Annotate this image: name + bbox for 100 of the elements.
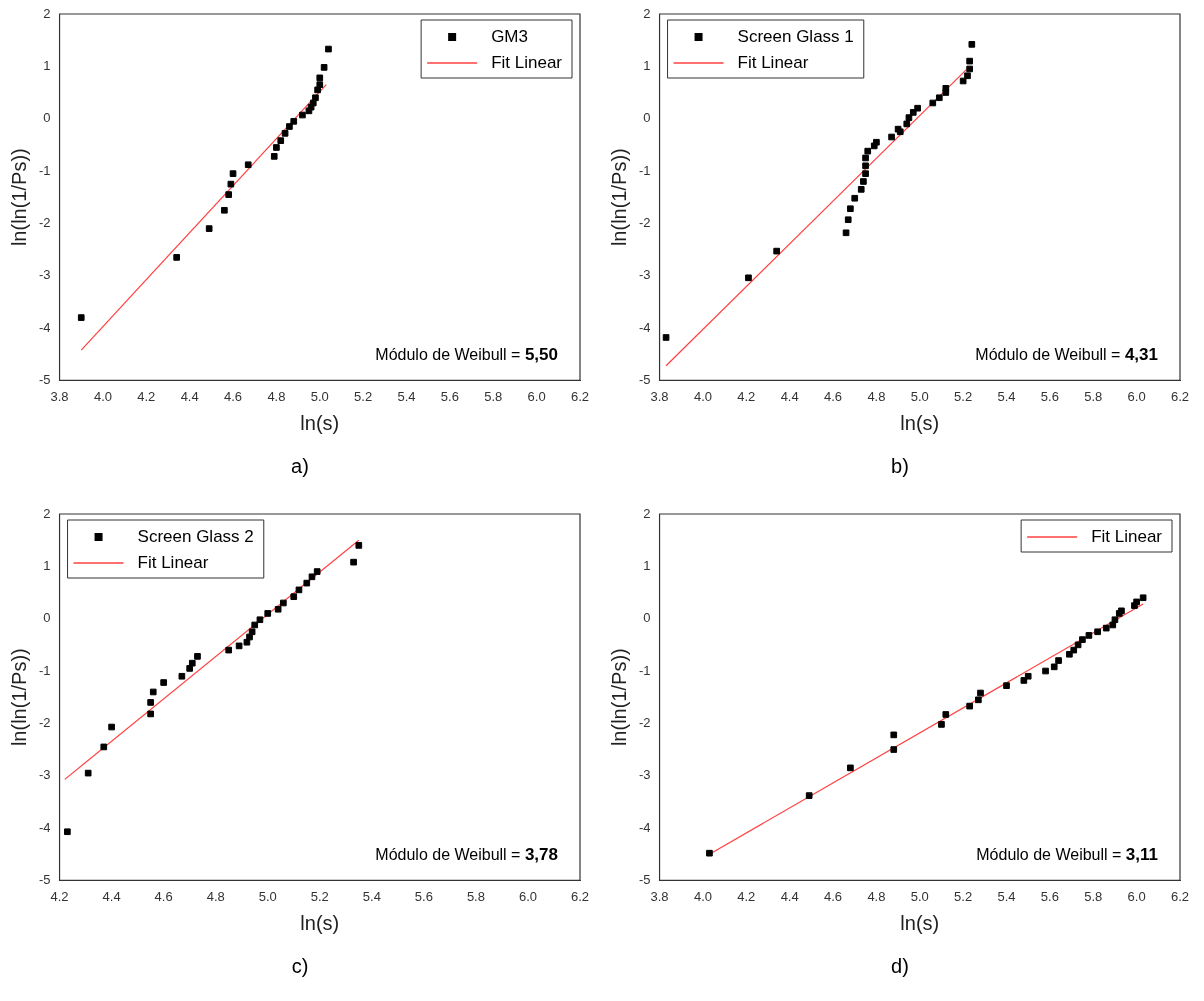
point [274,605,282,613]
text: b) [890,455,910,478]
x-tick-label: 4.8 [867,388,886,404]
annotation: Módulo de Weibull = 4,31 [975,345,1159,365]
legend-label: Fit Linear [737,52,809,72]
legend-label: Fit Linear [137,552,209,572]
y-tick-label: -2 [39,714,51,730]
point [160,679,167,686]
annotation: Módulo de Weibull = 5,50 [375,345,559,365]
y-axis-title: ln(ln(1/Ps)) [607,148,630,247]
point [1085,632,1093,639]
x-tick-label: 4.6 [824,888,843,904]
point [1102,624,1110,632]
point [864,147,872,155]
point [862,162,869,170]
point [178,672,186,680]
x-tick-label: 5.2 [954,388,973,404]
point [966,65,973,73]
point [964,72,971,80]
y-tick-label: 2 [643,5,651,21]
y-tick-label: 1 [643,57,651,73]
point [929,99,937,107]
point [662,334,670,341]
x-axis-title: ln(s) [300,411,340,434]
point [851,194,859,202]
x-axis-title: ln(s) [900,411,940,434]
y-tick-label: -4 [639,319,651,335]
point [316,74,324,82]
x-tick-label: 5.2 [354,388,373,404]
point [320,64,328,71]
y-tick-label: -2 [639,214,651,230]
point [847,764,854,772]
point [256,616,264,624]
y-tick-label: 2 [643,505,651,521]
point [959,77,967,85]
point [968,41,976,48]
x-tick-label: 4.0 [693,888,712,904]
y-tick-label: -5 [639,871,651,887]
point [975,696,982,704]
point [1111,616,1119,624]
x-axis-title: ln(s) [300,911,340,934]
x-tick-label: 4.4 [780,388,799,404]
text: c) [290,955,310,978]
x-tick-label: 5.6 [440,388,459,404]
y-tick-label: -1 [39,662,51,678]
point [1024,672,1032,680]
point [844,216,852,224]
x-tick-label: 4.4 [780,888,799,904]
point [248,628,256,636]
x-tick-label: 4.0 [693,388,712,404]
x-tick-label: 4.6 [154,888,173,904]
x-tick-label: 6.0 [518,888,537,904]
y-axis-title: ln(ln(1/Ps)) [7,148,30,247]
y-tick-label: -5 [639,371,651,387]
x-tick-label: 4.2 [137,388,156,404]
y-tick-label: 2 [43,505,51,521]
point [862,170,869,177]
y-tick-label: -1 [639,662,651,678]
point [847,205,854,213]
x-tick-label: 5.0 [910,388,929,404]
point [325,45,332,53]
point [890,746,898,753]
y-tick-label: -4 [39,819,51,835]
x-tick-label: 4.6 [824,388,843,404]
y-tick-label: 0 [43,610,51,626]
point [842,229,850,237]
x-tick-label: 4.2 [737,388,756,404]
legend-label: Screen Glass 1 [737,26,854,46]
y-tick-label: 0 [643,110,651,126]
x-tick-label: 6.0 [1127,388,1146,404]
point [108,723,115,731]
point [745,274,752,282]
point [273,144,280,151]
legend-label: Screen Glass 2 [137,526,254,546]
point [312,94,319,102]
x-tick-label: 5.8 [484,388,503,404]
point [295,586,303,594]
point [235,642,243,650]
point [938,721,945,728]
x-tick-label: 3.8 [650,388,669,404]
point [313,568,321,575]
x-tick-label: 5.2 [310,888,329,904]
x-tick-label: 6.2 [570,388,590,404]
x-tick-label: 5.8 [466,888,485,904]
point [914,104,921,112]
x-tick-label: 4.4 [102,888,121,904]
point [264,610,272,617]
point [773,247,780,255]
annotation: Módulo de Weibull = 3,78 [375,845,559,865]
point [280,599,287,607]
point [355,542,363,549]
point [1042,667,1049,675]
point [805,792,813,799]
point [316,81,324,88]
legend-label: GM3 [491,26,528,46]
point [290,117,298,125]
y-tick-label: -5 [39,871,51,887]
legend-label: Fit Linear [1091,526,1163,546]
y-tick-label: 2 [43,5,51,21]
point [277,137,285,144]
